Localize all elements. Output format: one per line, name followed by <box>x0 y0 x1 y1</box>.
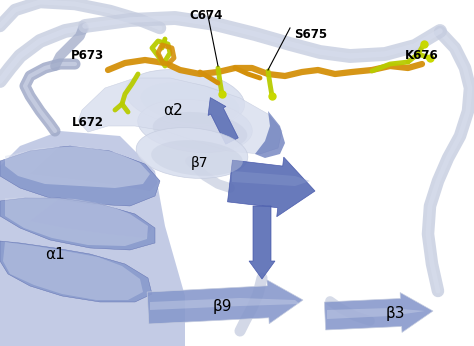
FancyArrow shape <box>208 98 238 144</box>
Ellipse shape <box>140 82 239 124</box>
Polygon shape <box>0 146 160 206</box>
Polygon shape <box>5 197 148 246</box>
Polygon shape <box>232 171 310 186</box>
Text: C674: C674 <box>190 9 223 22</box>
Text: β9: β9 <box>213 299 233 314</box>
Polygon shape <box>0 198 155 250</box>
FancyArrow shape <box>147 280 303 324</box>
Text: β7: β7 <box>191 156 208 170</box>
FancyArrow shape <box>324 292 433 333</box>
Text: α2: α2 <box>163 103 183 118</box>
FancyArrow shape <box>249 206 275 279</box>
Ellipse shape <box>126 70 245 127</box>
Polygon shape <box>78 78 282 154</box>
Ellipse shape <box>136 128 248 179</box>
Polygon shape <box>30 146 160 191</box>
Text: P673: P673 <box>71 49 104 62</box>
Polygon shape <box>5 146 150 188</box>
Polygon shape <box>0 131 185 346</box>
Ellipse shape <box>138 99 252 153</box>
Ellipse shape <box>151 140 243 176</box>
Polygon shape <box>255 111 285 158</box>
Ellipse shape <box>153 112 247 150</box>
Text: K676: K676 <box>405 49 439 62</box>
Polygon shape <box>30 198 152 238</box>
Polygon shape <box>150 298 300 310</box>
Polygon shape <box>3 242 143 300</box>
Text: L672: L672 <box>72 116 104 129</box>
Text: α1: α1 <box>45 247 64 262</box>
Polygon shape <box>0 241 152 302</box>
Polygon shape <box>327 308 425 319</box>
Text: S675: S675 <box>294 28 327 41</box>
FancyArrow shape <box>228 157 315 217</box>
Text: β3: β3 <box>386 306 406 321</box>
